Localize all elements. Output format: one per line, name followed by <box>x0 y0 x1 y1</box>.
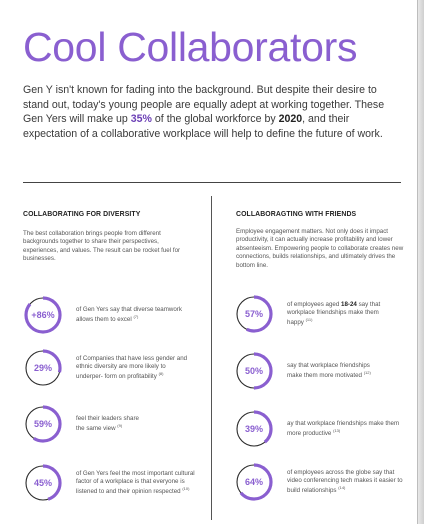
friends-description: Employee engagement matters. Not only do… <box>236 228 404 269</box>
ring-progress-arc <box>24 464 62 502</box>
stat-text: say that workplace friendships make them… <box>287 362 377 381</box>
stat-value: +86% <box>31 310 55 320</box>
page-edge <box>418 0 424 524</box>
diversity-stat: +86% of Gen Yers say that diverse teamwo… <box>23 295 190 335</box>
friends-stat: 57% of employees aged 18-24 say that wor… <box>234 294 389 334</box>
progress-ring: 57% <box>234 294 274 334</box>
stat-text: of Companies that have less gender and e… <box>76 355 190 382</box>
ring-progress-arc <box>24 296 62 334</box>
stat-text-body: say that workplace friendships make them… <box>287 300 381 327</box>
section-divider <box>23 182 401 183</box>
intro-paragraph: Gen Y isn't known for fading into the ba… <box>23 83 393 141</box>
diversity-description: The best collaboration brings people fro… <box>23 230 181 263</box>
page-edge-line <box>417 0 418 524</box>
stat-text-body: of Gen Yers say that diverse teamwork al… <box>76 305 182 324</box>
progress-ring: 29% <box>23 348 63 388</box>
stat-value: 29% <box>33 363 52 373</box>
stat-value: 45% <box>33 478 52 488</box>
stat-value: 39% <box>244 424 263 434</box>
friends-stat: 50% say that workplace friendships make … <box>234 351 377 391</box>
friends-stat: 64% of employees across the globe say th… <box>234 462 409 502</box>
stat-text: of employees aged 18-24 say that workpla… <box>287 301 389 328</box>
intro-highlight-year: 2020 <box>278 113 303 126</box>
progress-ring: +86% <box>23 295 63 335</box>
footnote-ref: (11) <box>305 317 313 323</box>
stat-text-body: of employees across the globe say that v… <box>287 468 403 495</box>
stat-text-pre: of employees aged <box>287 300 342 308</box>
progress-ring: 50% <box>234 351 274 391</box>
stat-value: 59% <box>33 419 52 429</box>
intro-text-1: Gen Y isn't known for fading into the ba… <box>23 84 385 126</box>
stat-value: 57% <box>244 309 263 319</box>
stat-text: of Gen Yers feel the most important cult… <box>76 470 196 497</box>
diversity-stat: 29% of Companies that have less gender a… <box>23 348 190 388</box>
intro-text-2: of the global workforce by <box>151 113 279 126</box>
footnote-ref: (8) <box>158 371 164 377</box>
footnote-ref: (10) <box>182 486 190 492</box>
diversity-stat: 59% feel their leaders share the same vi… <box>23 404 146 444</box>
stat-text-body: of Gen Yers feel the most important cult… <box>76 469 195 496</box>
progress-ring: 59% <box>23 404 63 444</box>
stat-text-bold: 18-24 <box>341 300 357 308</box>
page-title: Cool Collaborators <box>23 24 358 70</box>
stat-text-body: feel their leaders share the same view <box>76 414 139 433</box>
column-divider <box>211 196 212 520</box>
ring-progress-arc <box>24 405 62 443</box>
stat-text: feel their leaders share the same view (… <box>76 415 146 434</box>
footnote-ref: (9) <box>117 423 123 429</box>
footnote-ref: (14) <box>338 485 346 491</box>
ring-progress-arc <box>235 463 273 501</box>
stat-text-body: say that workplace friendships make them… <box>287 361 370 380</box>
stat-text-body: of Companies that have less gender and e… <box>76 354 188 381</box>
intro-text-3: , and their expectation of a collaborati… <box>23 113 383 140</box>
ring-progress-arc <box>24 349 62 387</box>
diversity-column: COLLABORATING FOR DIVERSITY The best col… <box>23 211 195 264</box>
progress-ring: 45% <box>23 463 63 503</box>
footnote-ref: (12) <box>363 370 371 376</box>
stat-text: of Gen Yers say that diverse teamwork al… <box>76 306 190 325</box>
progress-ring: 64% <box>234 462 274 502</box>
progress-ring: 39% <box>234 409 274 449</box>
stat-text: ay that workplace friendships make them … <box>287 420 407 439</box>
diversity-heading: COLLABORATING FOR DIVERSITY <box>23 211 141 218</box>
stat-text-body: ay that workplace friendships make them … <box>287 419 400 438</box>
diversity-stat: 45% of Gen Yers feel the most important … <box>23 463 196 503</box>
ring-progress-arc <box>235 352 273 390</box>
stat-value: 64% <box>244 477 263 487</box>
stat-value: 50% <box>244 366 263 376</box>
ring-progress-arc <box>235 295 273 333</box>
intro-highlight-percent: 35% <box>130 113 152 126</box>
friends-stat: 39% ay that workplace friendships make t… <box>234 409 407 449</box>
friends-column: COLLABORAGTING WITH FRIENDS Employee eng… <box>236 211 408 270</box>
footnote-ref: (13) <box>333 428 341 434</box>
ring-progress-arc <box>235 410 273 448</box>
stat-text: of employees across the globe say that v… <box>287 469 409 496</box>
friends-heading: COLLABORAGTING WITH FRIENDS <box>236 211 357 218</box>
footnote-ref: (7) <box>133 314 139 320</box>
